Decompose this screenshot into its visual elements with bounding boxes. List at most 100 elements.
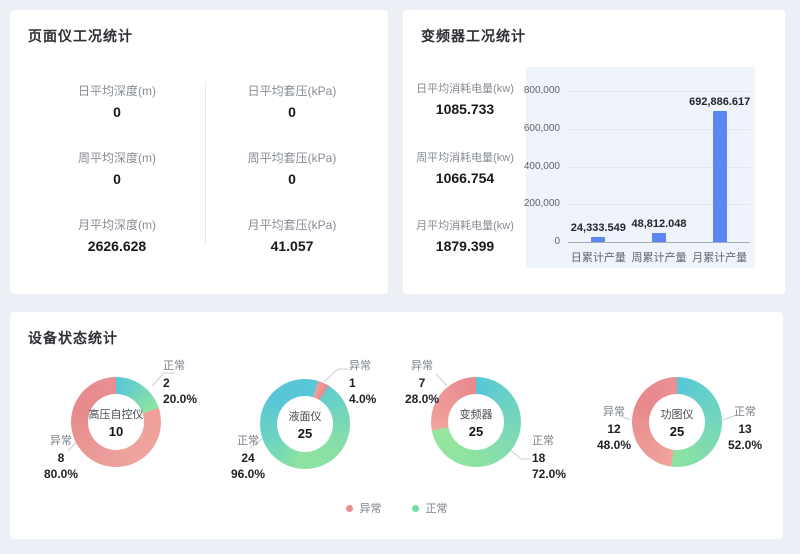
gridline — [568, 166, 750, 168]
slice-callout-液面仪-异常: 异常 1 4.0% — [349, 359, 409, 407]
stat-value: 1066.754 — [435, 170, 495, 186]
donut-chart-液面仪[interactable]: 液面仪 25 — [260, 379, 350, 469]
slice-percent: 52.0% — [727, 438, 763, 452]
stat-daily-casing-pressure: 日平均套压(kPa) 0 — [206, 82, 378, 120]
bar-value-label: 48,812.048 — [631, 217, 687, 230]
slice-count: 12 — [607, 422, 621, 436]
bar-月累计产量[interactable] — [712, 111, 727, 242]
slice-count: 1 — [349, 376, 356, 390]
abnormal-dot-icon — [345, 504, 353, 512]
slice-callout-液面仪-正常: 正常 24 96.0% — [215, 434, 281, 482]
slice-status-label: 异常 — [349, 360, 371, 372]
chart-legend: 异常 正常 — [10, 500, 783, 516]
stat-monthly-power: 月平均消耗电量(kw) 1879.399 — [403, 217, 527, 254]
slice-percent: 20.0% — [163, 392, 198, 406]
y-axis-tick-label: 200,000 — [523, 198, 560, 210]
slice-count: 18 — [532, 451, 546, 465]
x-axis-category-label: 周累计产量 — [631, 252, 687, 264]
device-name: 功图仪 — [660, 408, 694, 421]
slice-status-label: 异常 — [603, 406, 625, 418]
gridline — [568, 91, 750, 92]
x-axis-line — [568, 242, 750, 243]
slice-count: 7 — [418, 376, 426, 390]
y-axis-tick-label: 600,000 — [523, 122, 560, 134]
stat-value: 0 — [288, 171, 296, 187]
bar-value-label: 24,333.549 — [570, 222, 626, 235]
inverter-stats-panel: 变频器工况统计 日平均消耗电量(kw) 1085.733 周平均消耗电量(kw)… — [403, 10, 785, 294]
column-divider — [205, 82, 206, 244]
x-axis-category-label: 日累计产量 — [570, 252, 626, 264]
stat-value: 0 — [113, 171, 121, 187]
stat-monthly-casing-pressure: 月平均套压(kPa) 41.057 — [206, 216, 378, 254]
donut-chart-高压自控仪[interactable]: 高压自控仪 10 — [71, 377, 161, 467]
slice-percent: 80.0% — [43, 467, 79, 481]
slice-percent: 4.0% — [349, 392, 377, 406]
donut-center-label: 高压自控仪 10 — [71, 377, 161, 467]
stat-value: 0 — [113, 104, 121, 120]
slice-percent: 48.0% — [596, 438, 632, 452]
stat-monthly-depth: 月平均深度(m) 2626.628 — [10, 216, 224, 254]
stat-daily-power: 日平均消耗电量(kw) 1085.733 — [403, 80, 527, 117]
donut-chart-变频器[interactable]: 变频器 25 — [431, 377, 521, 467]
slice-callout-功图仪-异常: 异常 12 48.0% — [582, 405, 646, 453]
stat-value: 2626.628 — [87, 238, 147, 254]
stat-label: 日平均深度(m) — [78, 84, 156, 98]
stat-label: 月平均消耗电量(kw) — [416, 220, 514, 232]
production-bar-chart[interactable]: 0 200,000 400,000 600,000 800,000 24,333.549 日… — [524, 67, 755, 268]
y-axis-tick-label: 800,000 — [523, 85, 560, 96]
stat-value: 1879.399 — [435, 238, 495, 254]
stat-weekly-casing-pressure: 周平均套压(kPa) 0 — [206, 149, 378, 187]
legend-label: 正常 — [425, 503, 448, 515]
legend-item-abnormal[interactable]: 异常 — [345, 500, 382, 516]
slice-callout-变频器-异常: 异常 7 28.0% — [393, 359, 451, 407]
slice-callout-高压自控仪-异常: 异常 8 80.0% — [30, 434, 92, 482]
device-status-panel: 设备状态统计 高压自控仪 10 正常 2 20.0% 异常 8 80.0% 液面仪 25 异常 1 4.… — [10, 312, 783, 539]
slice-count: 13 — [738, 422, 752, 436]
stat-value: 1085.733 — [435, 101, 495, 117]
legend-item-normal[interactable]: 正常 — [411, 500, 448, 516]
donut-chart-功图仪[interactable]: 功图仪 25 — [632, 377, 722, 467]
stat-label: 日平均套压(kPa) — [247, 84, 337, 98]
x-axis-category-label: 月累计产量 — [692, 252, 748, 264]
donut-hole — [277, 396, 333, 452]
slice-percent: 28.0% — [404, 392, 440, 406]
slice-percent: 96.0% — [230, 467, 266, 481]
stat-weekly-depth: 周平均深度(m) 0 — [10, 149, 224, 187]
inverter-panel-title: 变频器工况统计 — [421, 28, 526, 44]
gauge-stats-panel: 页面仪工况统计 日平均深度(m) 0 日平均套压(kPa) 0 周平均深度(m)… — [10, 10, 388, 294]
slice-percent: 72.0% — [532, 467, 567, 481]
slice-status-label: 正常 — [532, 435, 554, 447]
device-total: 25 — [468, 423, 484, 439]
device-name: 高压自控仪 — [88, 408, 144, 421]
slice-status-label: 异常 — [411, 360, 433, 372]
donut-center-label: 变频器 25 — [431, 377, 521, 467]
slice-callout-功图仪-正常: 正常 13 52.0% — [713, 405, 777, 453]
slice-callout-变频器-正常: 正常 18 72.0% — [532, 434, 592, 482]
donut-hole — [448, 394, 504, 450]
device-total: 10 — [108, 423, 124, 439]
slice-status-label: 异常 — [50, 435, 72, 447]
gauge-panel-title: 页面仪工况统计 — [28, 28, 133, 44]
stat-value: 41.057 — [270, 238, 314, 254]
donut-hole — [88, 394, 144, 450]
slice-count: 2 — [163, 376, 170, 390]
slice-count: 8 — [57, 451, 65, 465]
stat-label: 周平均套压(kPa) — [247, 151, 337, 165]
slice-status-label: 正常 — [237, 435, 259, 447]
bar-value-label: 692,886.617 — [689, 96, 751, 109]
donut-center-label: 功图仪 25 — [632, 377, 722, 467]
bar-日累计产量[interactable] — [591, 237, 606, 242]
stat-weekly-power: 周平均消耗电量(kw) 1066.754 — [403, 149, 527, 186]
stat-daily-depth: 日平均深度(m) 0 — [10, 82, 224, 120]
bar-周累计产量[interactable] — [652, 232, 666, 242]
status-panel-title: 设备状态统计 — [28, 330, 118, 346]
normal-dot-icon — [411, 504, 419, 512]
device-total: 25 — [297, 425, 313, 441]
stat-label: 周平均深度(m) — [78, 151, 156, 165]
slice-status-label: 正常 — [734, 406, 756, 418]
device-name: 变频器 — [459, 408, 493, 421]
stat-label: 周平均消耗电量(kw) — [416, 152, 514, 164]
donut-hole — [649, 394, 705, 450]
device-total: 25 — [669, 423, 685, 439]
donut-center-label: 液面仪 25 — [260, 379, 350, 469]
